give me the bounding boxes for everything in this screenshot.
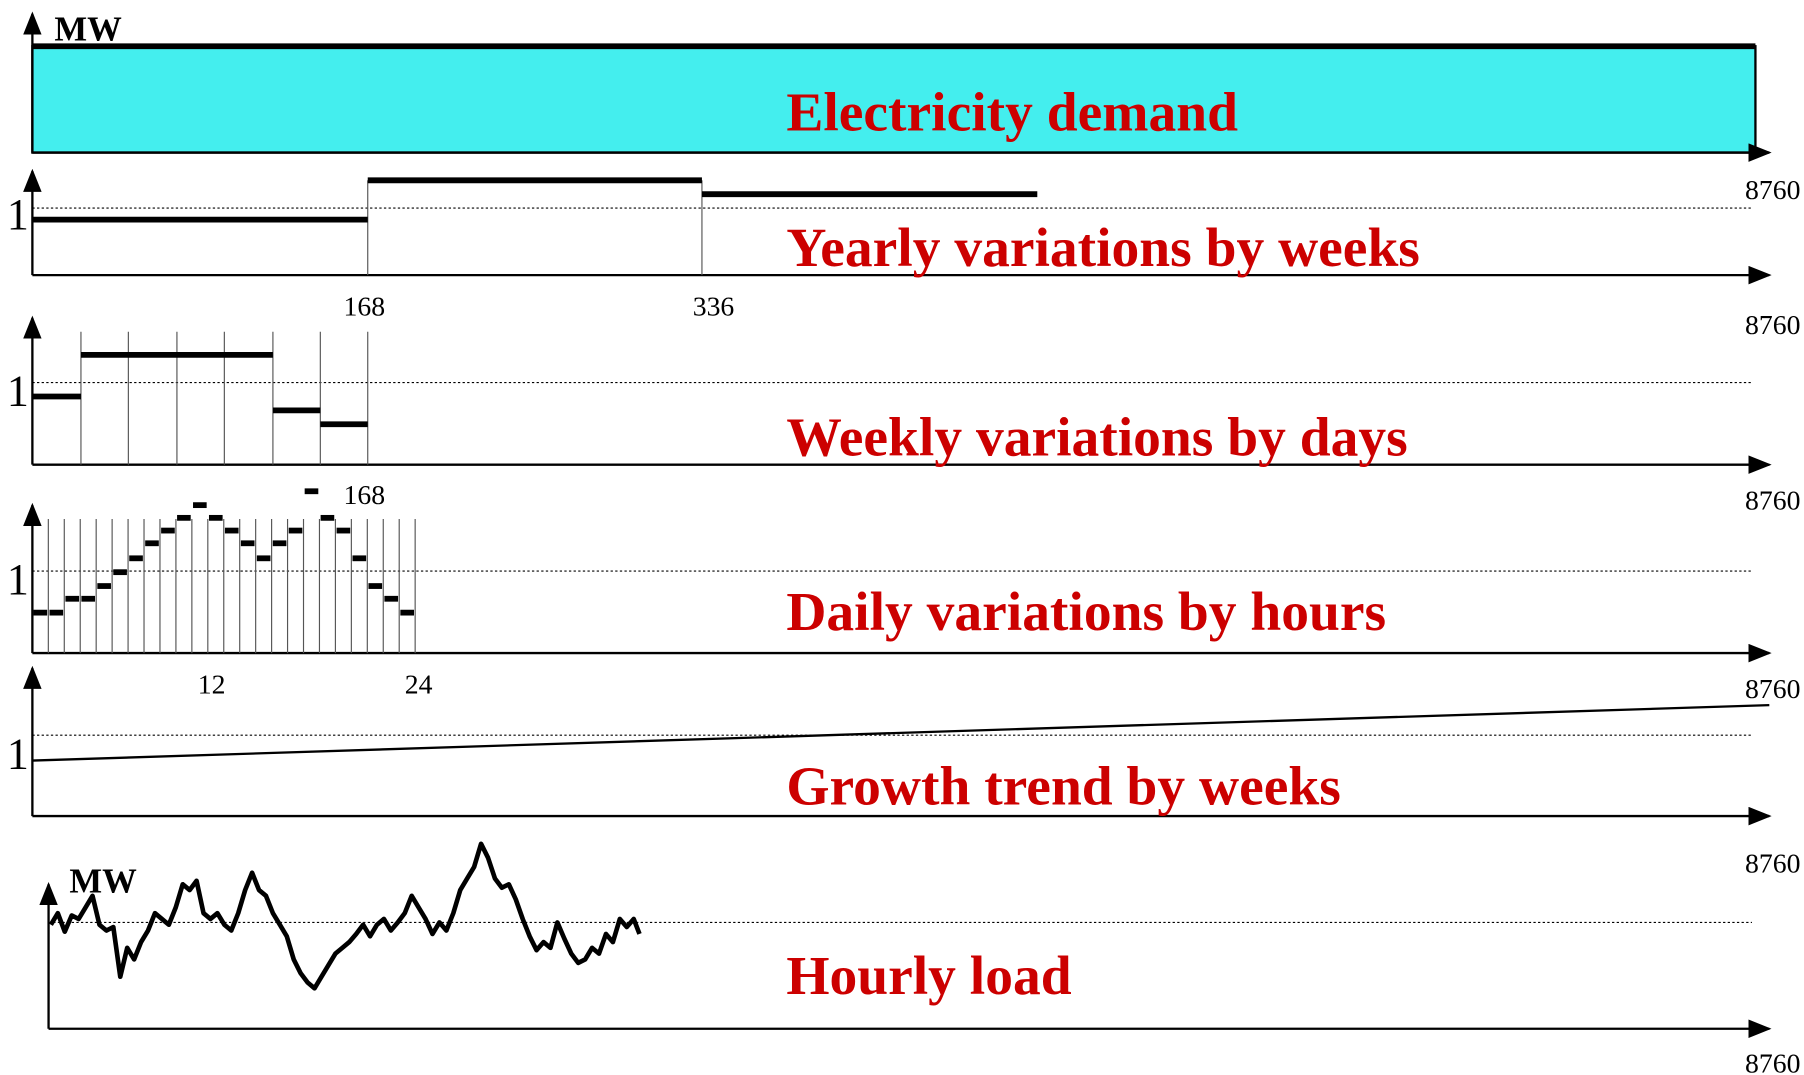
x-tick-label: 168 [343,292,385,323]
panel-demand: MW Electricity demand 8760 [23,9,1801,206]
y-label: 1 [7,367,29,416]
panel-hourly: MW Hourly load 8760 [39,841,1801,1075]
x-tick-label: 24 [405,670,433,701]
x-tick-label: 12 [198,670,226,701]
x-end-label: 8760 [1745,674,1800,705]
hour-steps [33,488,416,654]
y-label: 1 [7,190,29,239]
demand-area [31,45,1757,154]
x-end-label: 8760 [1745,175,1800,206]
x-end-label: 8760 [1745,1049,1800,1075]
panel-yearly: 1 168 336 Yearly variations by weeks 876… [7,168,1801,341]
panel-title: Daily variations by hours [786,582,1386,643]
panel-title: Electricity demand [786,83,1238,144]
panel-growth: 1 Growth trend by weeks 8760 [7,665,1801,880]
dividers [80,331,369,465]
x-tick-label: 336 [693,292,735,323]
x-end-label: 8760 [1745,486,1800,517]
y-label: MW [69,861,137,900]
x-tick-label: 168 [343,480,385,511]
x-end-label: 8760 [1745,849,1800,880]
load-curve [48,841,642,991]
panel-title: Weekly variations by days [786,407,1407,468]
panel-title: Growth trend by weeks [786,757,1340,818]
y-label: 1 [7,555,29,604]
x-end-label: 8760 [1745,310,1800,341]
panel-daily: 1 12 24 Daily variations by hours 8760 [7,488,1801,705]
y-label: MW [54,9,122,48]
panel-title: Yearly variations by weeks [786,218,1420,279]
panel-title: Hourly load [786,946,1071,1007]
panel-weekly: 1 168 Weekly variations by days 8760 [7,315,1801,517]
y-label: 1 [7,730,29,779]
trend-line [32,703,1770,762]
